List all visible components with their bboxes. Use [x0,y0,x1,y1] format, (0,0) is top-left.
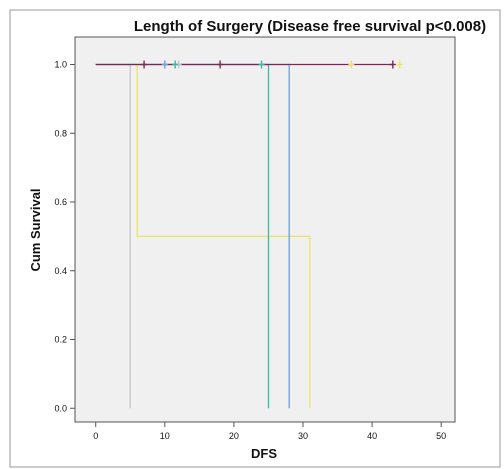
x-axis-label: DFS [251,446,277,461]
censor-mark [348,60,355,69]
chart-title: Length of Surgery (Disease free survival… [134,18,486,35]
y-tick-label: 0.6 [54,197,67,207]
x-tick-label: 0 [93,431,98,441]
y-tick-label: 0.4 [54,266,67,276]
censor-mark [161,60,168,69]
figure-border [9,9,501,468]
censored-markers [141,60,403,69]
x-tick-label: 40 [367,431,377,441]
x-tick-label: 10 [160,431,170,441]
censor-mark [396,60,403,69]
y-tick-label: 0.0 [54,403,67,413]
censor-mark [141,60,148,69]
censor-mark [258,60,265,69]
plot-area [74,36,456,423]
x-tick-label: 20 [229,431,239,441]
y-tick-label: 1.0 [54,60,67,70]
y-axis-label: Cum Survival [28,188,43,271]
censor-mark [389,60,396,69]
censor-mark [217,60,224,69]
x-tick-label: 50 [436,431,446,441]
x-axis: 0 10 20 30 40 50 [93,422,446,441]
y-axis: 0.0 0.2 0.4 0.6 0.8 1.0 [54,60,75,413]
y-tick-label: 0.8 [54,128,67,138]
y-tick-label: 0.2 [54,335,67,345]
x-tick-label: 30 [298,431,308,441]
censor-mark [172,60,179,69]
